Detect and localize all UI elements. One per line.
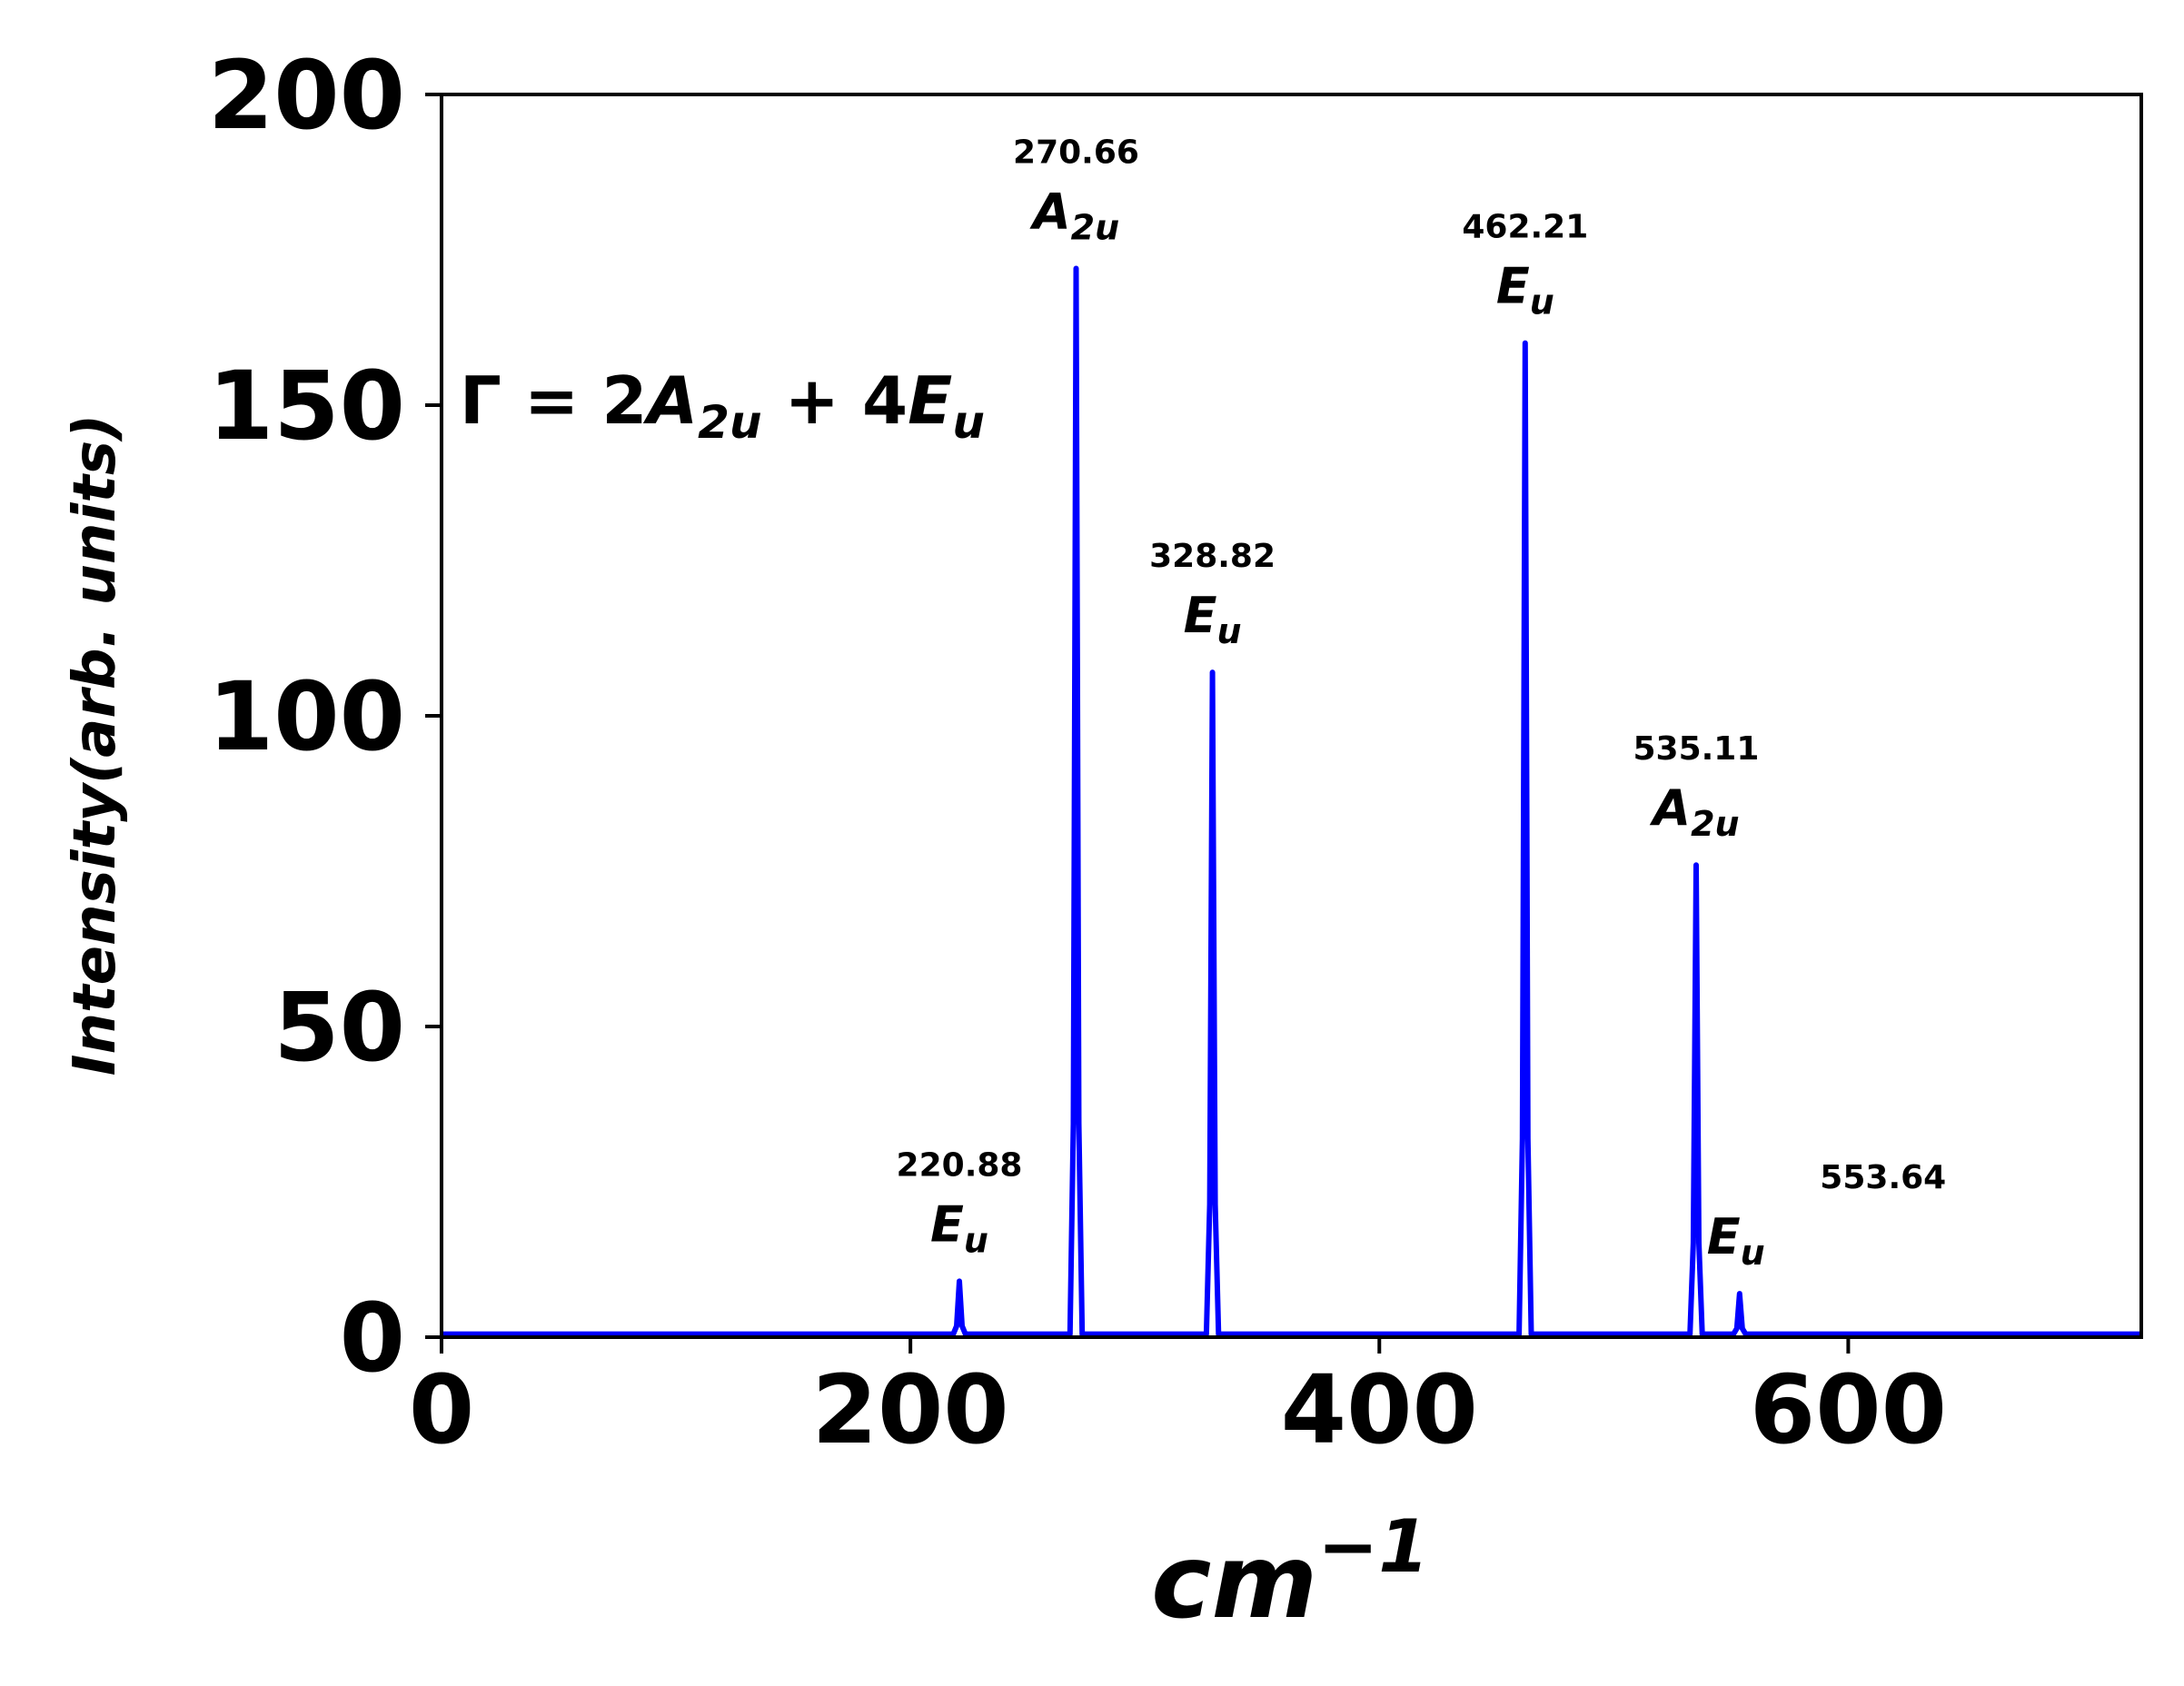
peak-annotations-layer: 220.88 Eu 270.66 A2u 328.82 Eu 462.21 Eu 535.11 A… bbox=[897, 134, 1947, 1274]
y-tick-label: 50 bbox=[273, 972, 405, 1083]
peak-symmetry-label: Eu bbox=[1707, 1208, 1765, 1273]
formula-symbol-2: E bbox=[908, 362, 952, 439]
formula-subscript-1: 2u bbox=[698, 396, 761, 449]
peak-symmetry-label: Eu bbox=[1496, 258, 1554, 322]
formula-subscript-2: u bbox=[952, 396, 985, 449]
peak-frequency-label: 220.88 bbox=[897, 1146, 1023, 1184]
y-tick-label: 100 bbox=[208, 661, 405, 772]
peak-frequency-label: 270.66 bbox=[1013, 134, 1139, 172]
formula-middle: + 4 bbox=[762, 362, 908, 439]
x-tick-label: 600 bbox=[1750, 1354, 1947, 1465]
ticks-layer: 0 200 400 600 0 50 100 150 200 bbox=[208, 40, 1947, 1465]
peak-symmetry-label: A2u bbox=[1649, 779, 1739, 844]
peak-frequency-label: 553.64 bbox=[1820, 1159, 1946, 1196]
y-tick-label: 200 bbox=[208, 40, 405, 151]
x-tick-label: 400 bbox=[1281, 1354, 1478, 1465]
spectrum-line-layer bbox=[442, 265, 2141, 1337]
irreducible-representation-formula: Γ = 2A2u + 4Eu bbox=[460, 362, 985, 449]
peak-symmetry-label: Eu bbox=[930, 1195, 988, 1260]
peak-frequency-label: 535.11 bbox=[1633, 730, 1759, 768]
y-tick-label: 0 bbox=[340, 1283, 405, 1393]
y-tick-label: 150 bbox=[208, 351, 405, 461]
plot-frame bbox=[440, 93, 2143, 1339]
peak-symmetry-label: A2u bbox=[1029, 183, 1119, 248]
x-tick-label: 200 bbox=[812, 1354, 1009, 1465]
x-axis-label: cm−1 bbox=[1151, 1504, 1429, 1641]
formula-prefix: Γ = 2 bbox=[460, 362, 647, 439]
peak-symmetry-label: Eu bbox=[1184, 587, 1242, 651]
x-axis-label-superscript: −1 bbox=[1317, 1504, 1429, 1589]
peak-frequency-label: 328.82 bbox=[1149, 538, 1276, 575]
peak-frequency-label: 462.21 bbox=[1462, 209, 1588, 246]
formula-symbol-1: A bbox=[642, 362, 698, 439]
axes-layer bbox=[440, 93, 2143, 1339]
y-axis-label: Intensity(arb. units) bbox=[62, 414, 129, 1076]
x-tick-label: 0 bbox=[409, 1354, 474, 1465]
x-axis-label-base: cm bbox=[1151, 1523, 1317, 1641]
spectrum-line bbox=[442, 265, 2141, 1337]
